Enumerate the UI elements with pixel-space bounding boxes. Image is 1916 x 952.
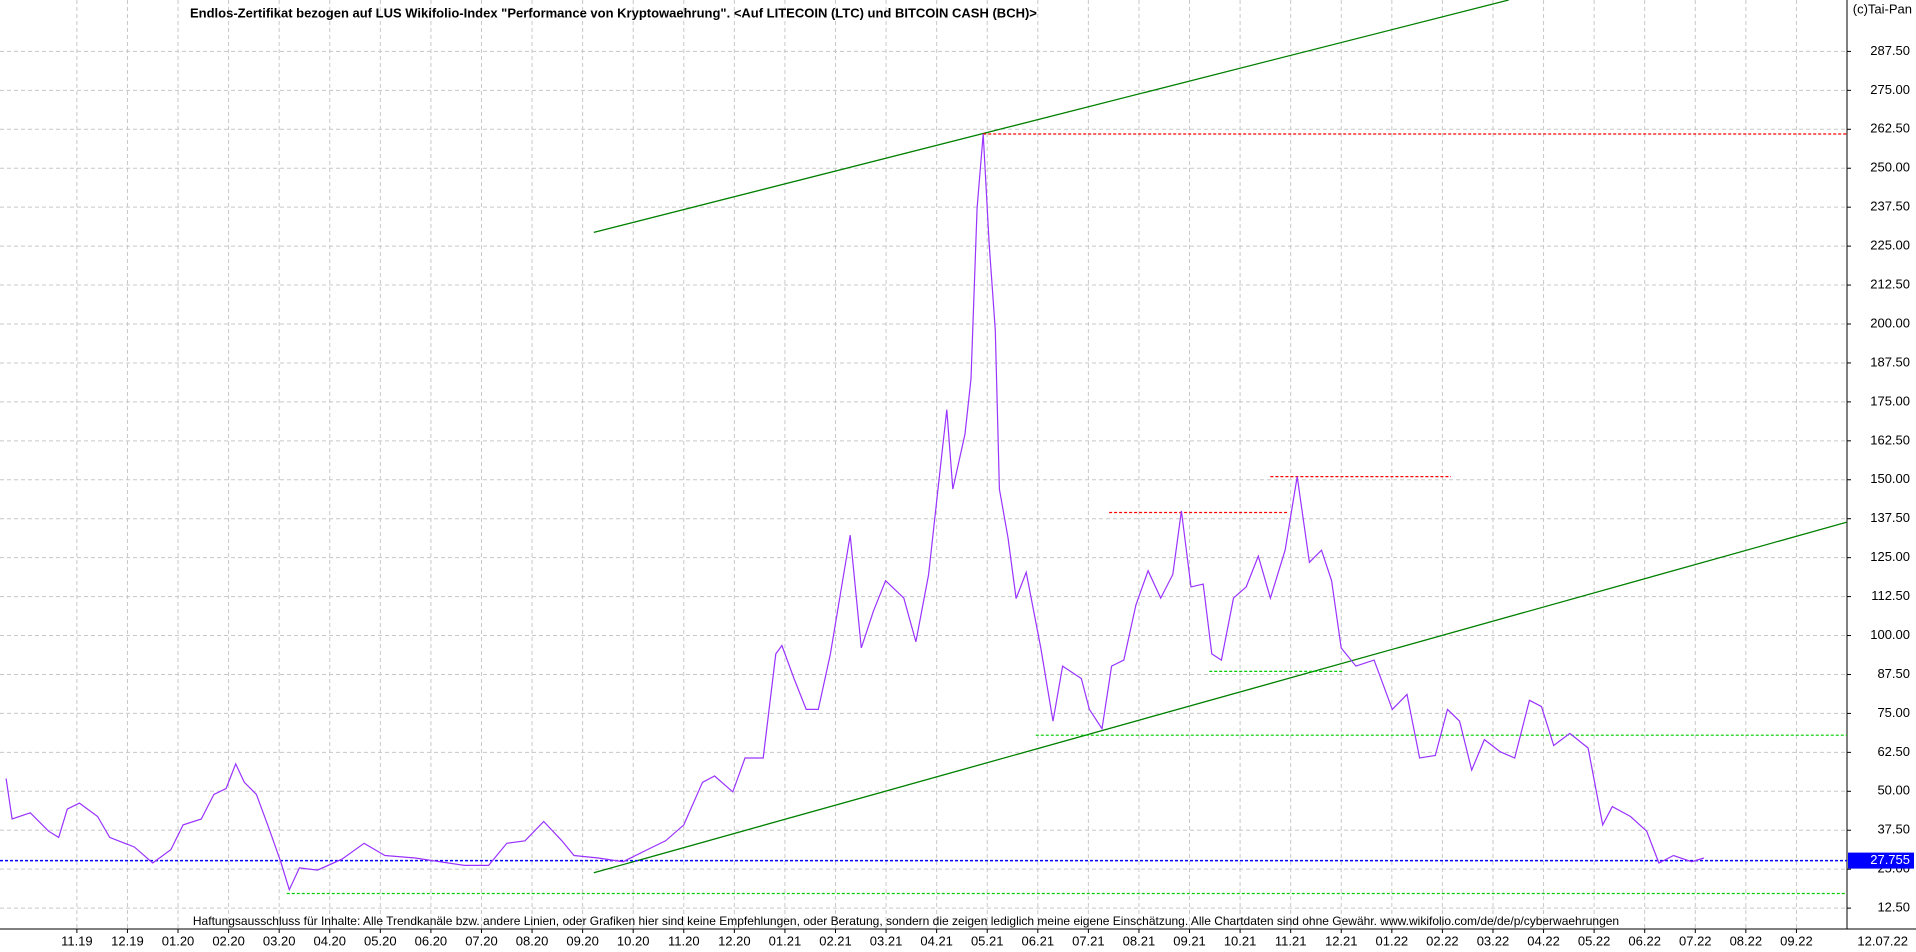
x-tick-label: 07.21 [1072,933,1105,948]
x-tick-label: 03.21 [870,933,903,948]
x-tick-label: 01.21 [769,933,802,948]
y-tick-label: 200.00 [1870,315,1910,330]
y-tick-label: 275.00 [1870,82,1910,97]
y-tick-label: 62.50 [1877,744,1910,759]
x-tick-label: 07.22 [1679,933,1712,948]
x-tick-label: 01.20 [162,933,195,948]
last-price-box [1848,852,1914,869]
x-tick-label: 08.20 [516,933,549,948]
y-tick-label: 237.50 [1870,199,1910,214]
x-tick-label: 05.20 [364,933,397,948]
last-price-label: 27.755 [1870,852,1910,867]
x-tick-label: 06.20 [415,933,448,948]
y-tick-label: 125.00 [1870,549,1910,564]
y-tick-label: 37.50 [1877,822,1910,837]
price-line [5,133,1705,892]
x-tick-label: 11.21 [1275,933,1307,948]
y-tick-label: 137.50 [1870,510,1910,525]
y-tick-label: 112.50 [1871,588,1910,603]
x-tick-label: 01.22 [1376,933,1409,948]
date-label: 12.07.22 [1857,933,1908,948]
x-tick-label: 02.22 [1426,933,1459,948]
y-tick-label: 250.00 [1870,160,1910,175]
x-tick-label: 04.22 [1527,933,1560,948]
y-tick-label: 212.50 [1870,276,1910,291]
x-tick-label: 07.20 [465,933,498,948]
x-tick-label: 09.21 [1173,933,1206,948]
x-tick-label: 12.20 [718,933,751,948]
y-tick-label: 50.00 [1877,783,1910,798]
x-tick-label: 08.21 [1123,933,1156,948]
footer-note: Haftungsausschluss für Inhalte: Alle Tre… [193,914,1619,928]
copyright: (c)Tai-Pan [1853,1,1912,16]
y-tick-label: 187.50 [1870,354,1910,369]
x-tick-label: 02.20 [212,933,245,948]
x-tick-label: 10.20 [617,933,650,948]
y-tick-label: 262.50 [1870,121,1910,136]
x-tick-label: 03.22 [1477,933,1510,948]
y-tick-label: 175.00 [1870,393,1910,408]
x-tick-label: 12.21 [1325,933,1358,948]
x-tick-label: 04.20 [313,933,346,948]
x-tick-label: 05.21 [971,933,1004,948]
x-tick-label: 09.20 [566,933,599,948]
y-tick-label: 87.50 [1877,666,1910,681]
x-tick-label: 10.21 [1224,933,1257,948]
y-tick-label: 75.00 [1877,705,1910,720]
y-tick-label: 100.00 [1870,627,1910,642]
x-tick-label: 11.20 [668,933,700,948]
x-tick-label: 09.22 [1780,933,1813,948]
chart-title: Endlos-Zertifikat bezogen auf LUS Wikifo… [190,5,1037,20]
trend-line [593,0,1509,234]
x-tick-label: 06.22 [1628,933,1661,948]
trend-line [593,521,1847,874]
x-tick-label: 04.21 [920,933,953,948]
y-tick-label: 225.00 [1870,238,1910,253]
x-tick-label: 12.19 [111,933,144,948]
x-tick-label: 05.22 [1578,933,1611,948]
x-tick-label: 03.20 [263,933,296,948]
x-tick-label: 08.22 [1730,933,1763,948]
y-tick-label: 162.50 [1870,432,1910,447]
y-tick-label: 150.00 [1870,471,1910,486]
y-tick-label: 287.50 [1870,43,1910,58]
x-tick-label: 11.19 [61,933,93,948]
x-tick-label: 06.21 [1022,933,1055,948]
x-tick-label: 02.21 [819,933,852,948]
y-tick-label: 12.50 [1877,900,1910,915]
